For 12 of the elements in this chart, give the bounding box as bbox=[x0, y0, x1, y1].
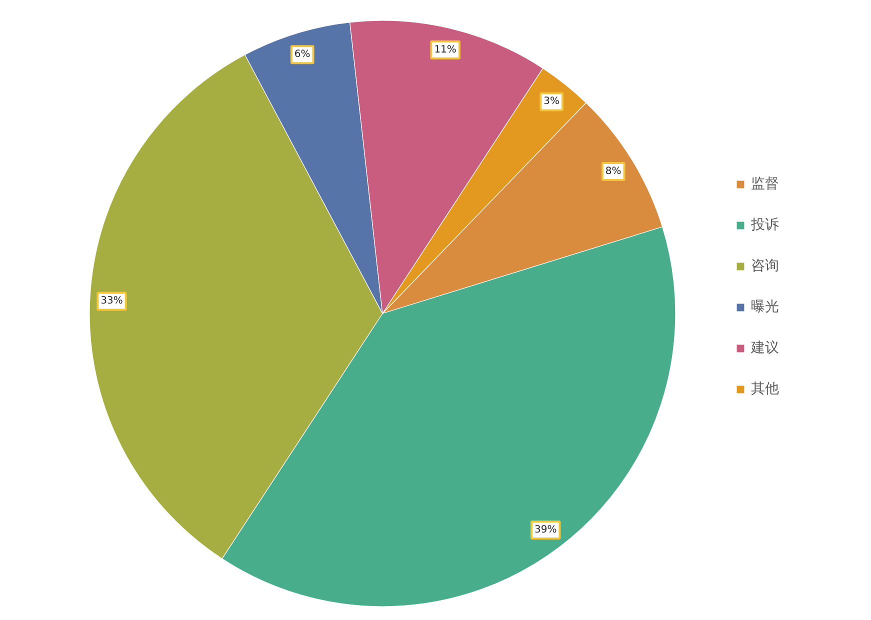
data-label: 6% bbox=[294, 49, 310, 60]
legend-label: 投诉 bbox=[751, 216, 779, 235]
data-label: 3% bbox=[544, 96, 560, 108]
legend-label: 咨询 bbox=[751, 257, 779, 276]
data-label: 33% bbox=[100, 296, 123, 307]
data-label: 11% bbox=[434, 44, 456, 56]
legend-label: 其他 bbox=[751, 380, 779, 399]
legend-label: 曝光 bbox=[751, 298, 779, 317]
legend-label: 建议 bbox=[751, 339, 779, 358]
legend-label: 监督 bbox=[751, 175, 779, 194]
data-label: 8% bbox=[605, 166, 622, 177]
data-label: 39% bbox=[534, 524, 557, 536]
